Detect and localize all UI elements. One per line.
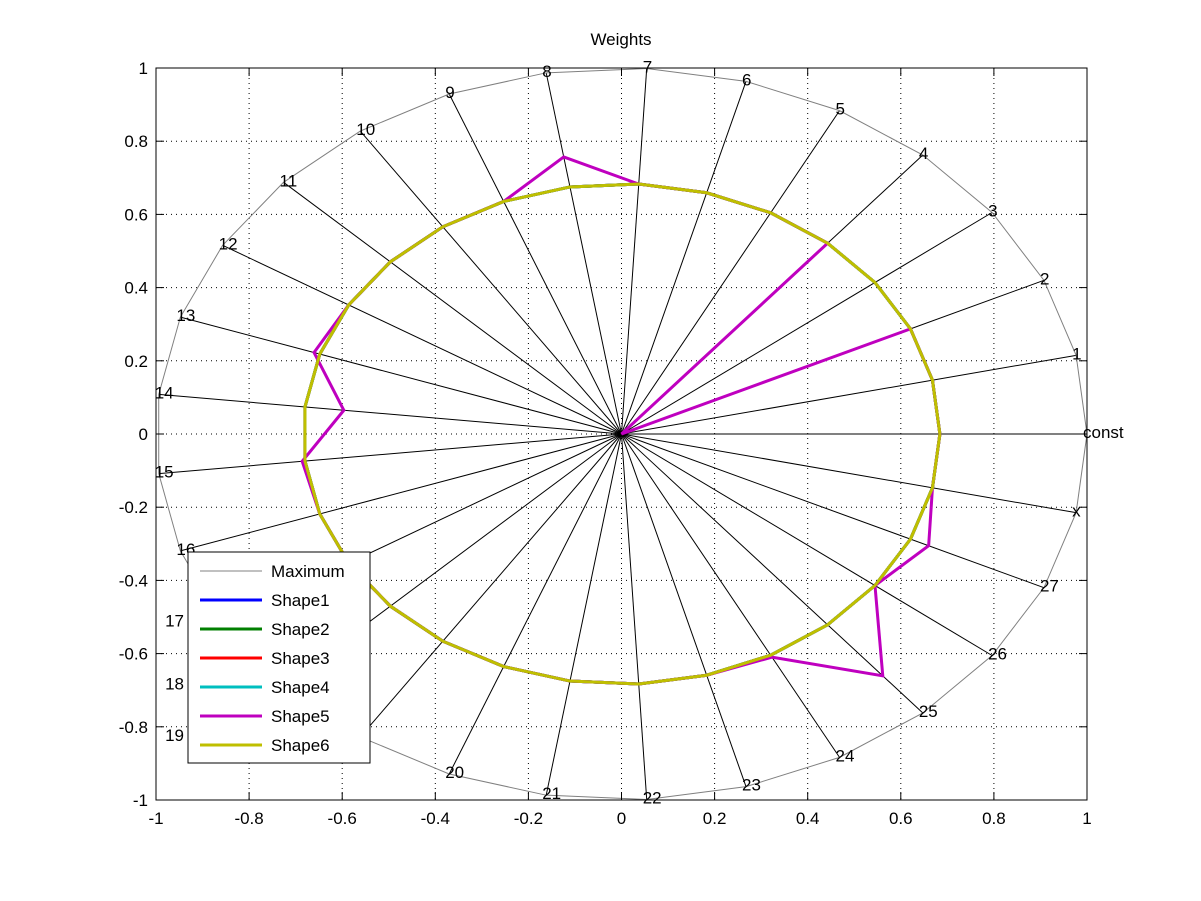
y-tick-label: -0.2 (119, 498, 148, 517)
legend: Maximum Shape1 Shape2 Shape3 Shape4 Shape5 Sha… (187, 551, 371, 764)
spoke-line (621, 433, 1045, 589)
chart-title: Weights (590, 30, 651, 49)
legend-label: Shape5 (271, 707, 330, 726)
legend-label: Shape6 (271, 736, 330, 755)
y-tick-label: -0.6 (119, 645, 148, 664)
spoke-label: 20 (445, 763, 464, 782)
spoke-label: 24 (836, 746, 855, 765)
series-line-shape6 (303, 182, 942, 686)
spoke-label: 12 (219, 234, 238, 253)
spoke-line (621, 433, 1077, 514)
spoke-line (621, 433, 648, 800)
x-tick-label: -1 (148, 809, 163, 828)
spoke-line (283, 181, 622, 435)
spoke-labels-front: 17 18 19 (165, 612, 184, 745)
y-tick-label: 0.2 (124, 352, 148, 371)
spoke-line (545, 433, 622, 796)
spoke-label: 11 (280, 171, 298, 190)
y-tick-label: 0.4 (124, 279, 148, 298)
spoke-label: 4 (919, 144, 928, 163)
spoke-label: 14 (155, 383, 174, 402)
legend-label: Shape2 (271, 620, 330, 639)
spoke-line (621, 212, 993, 435)
y-tick-label: -0.8 (119, 718, 148, 737)
x-tick-label: 0.8 (982, 809, 1006, 828)
spoke-line (222, 244, 622, 435)
legend-label: Shape1 (271, 591, 330, 610)
spoke-label: 19 (165, 726, 184, 745)
x-tick-label: 1 (1082, 809, 1091, 828)
y-tick-label: 0 (139, 425, 148, 444)
spoke-label: 2 (1040, 269, 1049, 288)
x-tick-label: 0.4 (796, 809, 820, 828)
spoke-line (448, 93, 622, 435)
spoke-label: 8 (542, 62, 551, 81)
spoke-label: 3 (988, 202, 997, 221)
y-tick-label: 1 (139, 59, 148, 78)
spoke-label: 15 (155, 463, 174, 482)
spoke-line (621, 433, 840, 758)
spoke-line (359, 130, 622, 435)
x-tick-label: -0.4 (421, 809, 450, 828)
spoke-label: 5 (836, 100, 845, 119)
spoke-line (158, 433, 622, 475)
ticks: -1 -0.8 -0.6 -0.4 -0.2 0 0.2 0.4 0.6 0.8 110.80.60… (119, 59, 1092, 828)
spoke-label: 23 (742, 776, 761, 795)
spoke-label: 26 (988, 644, 1007, 663)
spoke-line (621, 433, 924, 714)
spoke-label: 25 (919, 702, 938, 721)
spoke-line (621, 68, 648, 435)
spoke-label: 1 (1072, 344, 1081, 363)
spoke-line (448, 433, 622, 775)
spoke-label: 17 (165, 612, 184, 631)
spoke-label: 27 (1040, 577, 1059, 596)
x-tick-label: -0.2 (514, 809, 543, 828)
spoke-label: const (1083, 423, 1124, 442)
x-tick-label: -0.8 (234, 809, 263, 828)
spoke-line (621, 81, 747, 435)
spoke-label: 10 (356, 120, 375, 139)
spoke-line (359, 433, 622, 738)
spoke-line (180, 316, 622, 435)
spoke-label: x (1072, 502, 1081, 521)
spoke-label: 13 (176, 306, 195, 325)
legend-label: Shape3 (271, 649, 330, 668)
spoke-line (545, 72, 622, 435)
spoke-label: 18 (165, 675, 184, 694)
spoke-line (621, 433, 993, 656)
spoke-line (621, 110, 840, 435)
x-tick-label: -0.6 (328, 809, 357, 828)
spoke-line (158, 393, 622, 435)
x-tick-label: 0.6 (889, 809, 913, 828)
spoke-label: 22 (643, 788, 662, 807)
legend-label: Maximum (271, 562, 345, 581)
y-tick-label: -1 (133, 791, 148, 810)
y-tick-label: 0.8 (124, 132, 148, 151)
spoke-label: 6 (742, 70, 751, 89)
legend-label: Shape4 (271, 678, 330, 697)
spoke-line (621, 433, 747, 787)
spoke-line (621, 354, 1077, 435)
spoke-line (180, 433, 622, 552)
x-tick-label: 0.2 (703, 809, 727, 828)
y-tick-label: -0.4 (119, 571, 148, 590)
spoke-label: 7 (643, 58, 652, 77)
spoke-label: 21 (542, 784, 561, 803)
y-tick-label: 0.6 (124, 205, 148, 224)
x-tick-label: 0 (617, 809, 626, 828)
spoke-label: 9 (445, 83, 454, 102)
